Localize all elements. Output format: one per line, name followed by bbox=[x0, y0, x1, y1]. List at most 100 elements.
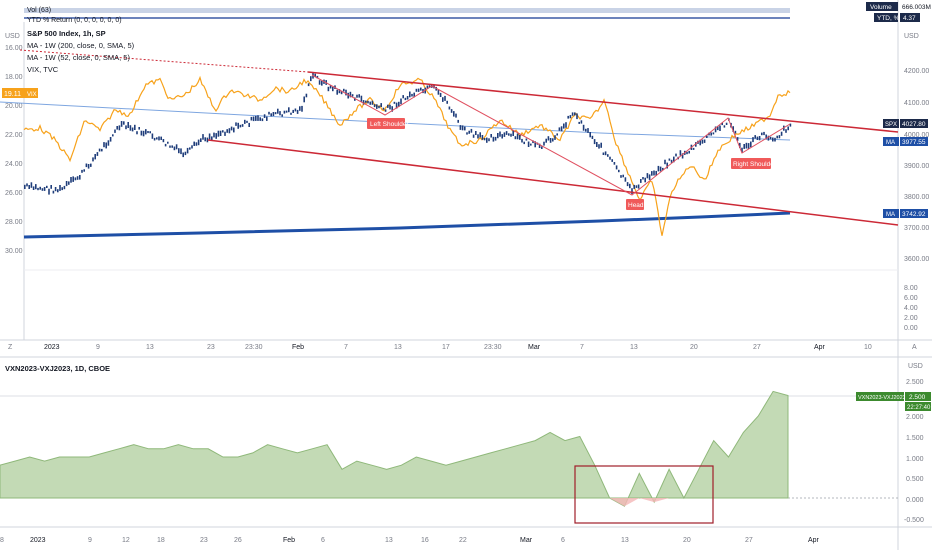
ytd-badge-label: YTD, % bbox=[877, 15, 900, 22]
right-tick: 4200.00 bbox=[904, 68, 929, 75]
candle bbox=[294, 108, 297, 112]
right-tick: 3900.00 bbox=[904, 163, 929, 170]
left-tick: 26.00 bbox=[5, 190, 23, 197]
candle bbox=[310, 76, 312, 82]
candle bbox=[398, 101, 400, 107]
candle bbox=[206, 137, 209, 143]
candle bbox=[574, 112, 576, 116]
candle bbox=[686, 151, 688, 155]
legend-vix: VIX, TVC bbox=[27, 65, 59, 74]
candle bbox=[525, 138, 528, 141]
candle bbox=[662, 167, 664, 170]
candle bbox=[283, 110, 286, 114]
lower-value: 2.500 bbox=[909, 394, 926, 401]
candle bbox=[455, 113, 457, 118]
candle bbox=[72, 176, 74, 182]
candle bbox=[741, 147, 743, 153]
z-icon[interactable]: Z bbox=[8, 344, 13, 351]
candle bbox=[114, 129, 116, 133]
candle bbox=[98, 148, 101, 152]
candle bbox=[428, 85, 431, 88]
candle bbox=[710, 132, 712, 136]
ma52-value: 3977.55 bbox=[902, 139, 926, 146]
candle bbox=[395, 102, 398, 109]
x-tick: Apr bbox=[814, 344, 826, 351]
candle bbox=[569, 115, 572, 119]
candle bbox=[389, 104, 391, 110]
candle bbox=[554, 135, 556, 140]
candle bbox=[611, 159, 613, 162]
candle bbox=[629, 183, 631, 189]
candle bbox=[549, 138, 552, 143]
candle bbox=[127, 122, 129, 128]
candle bbox=[547, 136, 550, 141]
auto-scale-icon[interactable]: A bbox=[912, 344, 917, 351]
candle bbox=[277, 108, 279, 114]
candle bbox=[250, 116, 253, 121]
candle bbox=[767, 135, 770, 141]
candle bbox=[532, 140, 534, 144]
candle bbox=[162, 139, 165, 143]
candle bbox=[541, 146, 543, 149]
candle bbox=[679, 150, 682, 156]
candle bbox=[356, 94, 358, 98]
candle bbox=[450, 109, 453, 113]
candle bbox=[37, 187, 39, 191]
candle bbox=[613, 162, 616, 165]
candle bbox=[598, 144, 600, 149]
x-tick: 7 bbox=[344, 344, 348, 351]
right-tick: 4100.00 bbox=[904, 100, 929, 107]
candle bbox=[142, 130, 145, 137]
candle bbox=[200, 138, 202, 142]
candle bbox=[354, 97, 356, 101]
candle bbox=[39, 186, 41, 190]
candle bbox=[459, 125, 462, 130]
x-tick-edge: 8 bbox=[0, 537, 4, 544]
candle bbox=[670, 159, 673, 163]
candle bbox=[230, 126, 233, 131]
candle bbox=[222, 130, 224, 133]
candle bbox=[488, 138, 490, 142]
candle bbox=[640, 179, 642, 183]
candle bbox=[446, 100, 448, 104]
lower-tick: 0.000 bbox=[906, 497, 924, 504]
candle bbox=[417, 88, 420, 92]
x-axis-bottom: 8 2023 9 12 18 23 26 Feb 6 13 16 22 Mar … bbox=[0, 537, 820, 544]
candle bbox=[486, 137, 488, 143]
candle bbox=[382, 107, 385, 110]
candle bbox=[338, 89, 341, 94]
candle bbox=[481, 135, 484, 140]
candle bbox=[96, 152, 99, 156]
candle bbox=[503, 132, 506, 137]
candle bbox=[233, 127, 235, 133]
candle bbox=[706, 135, 708, 138]
lower-tick: -0.500 bbox=[904, 517, 924, 524]
candle bbox=[708, 132, 710, 136]
candle bbox=[769, 136, 772, 140]
volume-badge bbox=[866, 2, 898, 11]
candle bbox=[712, 132, 715, 135]
right-shoulder-tag bbox=[731, 158, 771, 169]
candle bbox=[646, 173, 649, 179]
x-tick: 26 bbox=[234, 537, 242, 544]
candle bbox=[589, 132, 591, 138]
left-tick: 22.00 bbox=[5, 132, 23, 139]
lower-badge-label: VXN2023-VXJ2023 bbox=[858, 395, 906, 401]
x-tick: Mar bbox=[520, 537, 533, 544]
candle bbox=[57, 189, 59, 193]
x-tick: 6 bbox=[561, 537, 565, 544]
right-subtick: 2.00 bbox=[904, 315, 918, 322]
candle bbox=[90, 163, 92, 167]
candle bbox=[624, 177, 627, 182]
candle bbox=[362, 100, 365, 105]
candle bbox=[538, 143, 541, 148]
candle bbox=[466, 132, 468, 135]
candle bbox=[213, 132, 215, 138]
price-badges: SPX 4027.80 MA 3977.55 MA 3742.92 bbox=[883, 119, 928, 218]
candle bbox=[492, 136, 495, 142]
candle bbox=[789, 123, 792, 127]
candle bbox=[448, 106, 451, 110]
candle bbox=[659, 166, 662, 172]
candle bbox=[195, 142, 198, 146]
